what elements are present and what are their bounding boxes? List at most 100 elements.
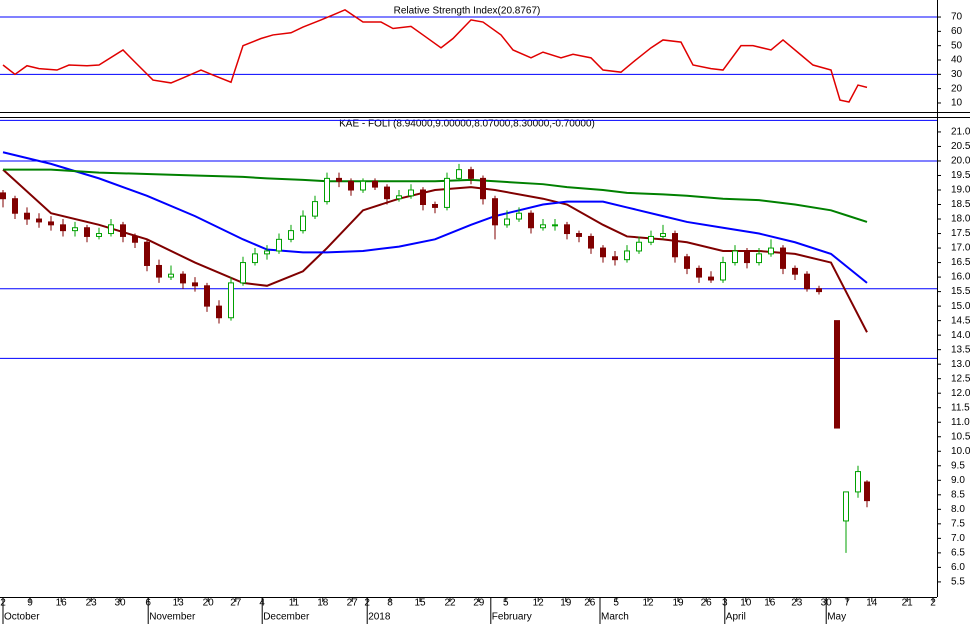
candle-body <box>60 224 66 232</box>
x-tick-label: 2 <box>930 598 936 609</box>
candle-body <box>672 233 678 258</box>
candle-body <box>72 227 78 232</box>
y-tick-label: 15.0 <box>951 301 970 312</box>
candle-body <box>684 256 690 269</box>
y-tick-label: 50 <box>951 40 963 51</box>
y-tick-label: 70 <box>951 12 963 23</box>
candle-body <box>636 241 642 252</box>
x-tick-label: 21 <box>902 598 914 609</box>
candle-body <box>144 241 150 266</box>
candle-body <box>708 276 714 281</box>
x-tick-label: 12 <box>533 598 545 609</box>
x-tick-label: 12 <box>642 598 654 609</box>
month-label: December <box>263 612 310 623</box>
y-tick-label: 10 <box>951 98 963 109</box>
candle-body <box>384 186 390 200</box>
y-tick-label: 20 <box>951 83 963 94</box>
y-tick-label: 13.0 <box>951 359 970 370</box>
candle-body <box>768 247 774 255</box>
price-title: KAE - FOLI (8.94000,9.00000,8.07000,8.30… <box>339 119 595 130</box>
x-tick-label: 14 <box>866 598 878 609</box>
x-tick-label: 26 <box>584 598 596 609</box>
candle-body <box>0 192 6 200</box>
y-tick-label: 12.0 <box>951 388 970 399</box>
candle-body <box>744 250 750 264</box>
candle-body <box>216 305 222 319</box>
y-tick-label: 11.5 <box>951 402 970 413</box>
x-tick-label: 26 <box>701 598 713 609</box>
x-tick-label: 30 <box>114 598 126 609</box>
x-tick-label: 19 <box>672 598 684 609</box>
candle-body <box>36 218 42 223</box>
candle-body <box>780 247 786 269</box>
x-tick-label: 7 <box>844 598 850 609</box>
y-tick-label: 6.0 <box>951 562 965 573</box>
candle-body <box>588 235 594 249</box>
candle-body <box>24 212 30 220</box>
candle-body <box>696 267 702 278</box>
candle-body <box>843 491 849 522</box>
candle-body <box>732 250 738 264</box>
candle-body <box>84 227 90 237</box>
y-tick-label: 15.5 <box>951 286 970 297</box>
y-tick-label: 19.5 <box>951 170 970 181</box>
x-tick-label: 8 <box>387 598 393 609</box>
candle-body <box>96 233 102 237</box>
candle-body <box>756 253 762 264</box>
candle-body <box>492 198 498 226</box>
month-label: March <box>601 612 629 623</box>
candle-body <box>228 282 234 319</box>
candle-body <box>324 177 330 203</box>
candle-body <box>804 273 810 290</box>
y-tick-label: 14.5 <box>951 315 970 326</box>
candle-body <box>300 215 306 232</box>
month-label: February <box>492 612 532 623</box>
y-tick-label: 30 <box>951 69 963 80</box>
rsi-title: Relative Strength Index(20.8767) <box>394 6 541 17</box>
candle-body <box>396 195 402 200</box>
x-tick-label: 9 <box>27 598 33 609</box>
candle-body <box>564 224 570 235</box>
candle-body <box>312 201 318 217</box>
month-label: November <box>149 612 196 623</box>
candle-body <box>264 250 270 255</box>
candle-body <box>456 169 462 179</box>
candle-body <box>516 212 522 220</box>
candle-body <box>180 273 186 284</box>
x-tick-label: 18 <box>317 598 329 609</box>
x-tick-label: 16 <box>56 598 68 609</box>
x-tick-label: 23 <box>791 598 803 609</box>
y-tick-label: 5.5 <box>951 577 965 588</box>
candle-body <box>420 189 426 206</box>
candle-body <box>132 235 138 243</box>
y-tick-label: 16.0 <box>951 272 970 283</box>
candle-body <box>540 224 546 229</box>
candle-body <box>240 262 246 284</box>
candle-body <box>336 177 342 182</box>
month-label: October <box>4 612 40 623</box>
candle-body <box>192 282 198 287</box>
y-tick-label: 9.0 <box>951 475 965 486</box>
candle-body <box>648 235 654 243</box>
candle-body <box>372 180 378 188</box>
x-tick-label: 29 <box>473 598 485 609</box>
y-tick-label: 10.5 <box>951 431 970 442</box>
candle-body <box>612 256 618 261</box>
candle-body <box>108 224 114 235</box>
candle-body <box>468 169 474 179</box>
candle-body <box>504 218 510 226</box>
y-tick-label: 11.0 <box>951 417 970 428</box>
x-tick-label: 16 <box>764 598 776 609</box>
y-tick-label: 9.5 <box>951 460 965 471</box>
y-tick-label: 20.5 <box>951 141 970 152</box>
candle-body <box>864 481 870 502</box>
candle-body <box>834 320 840 429</box>
candle-body <box>168 273 174 278</box>
y-tick-label: 6.5 <box>951 548 965 559</box>
y-tick-label: 19.0 <box>951 185 970 196</box>
candle-body <box>408 189 414 197</box>
y-tick-label: 10.0 <box>951 446 970 457</box>
